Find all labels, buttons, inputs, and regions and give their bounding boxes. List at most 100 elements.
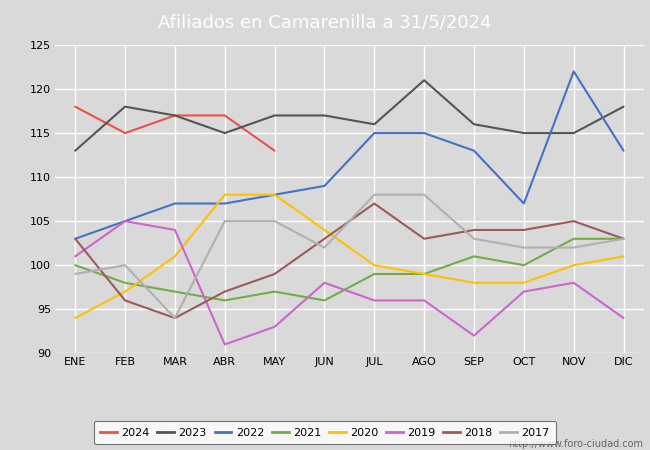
2019 [320, 280, 328, 285]
Legend: 2024, 2023, 2022, 2021, 2020, 2019, 2018, 2017: 2024, 2023, 2022, 2021, 2020, 2019, 2018… [94, 421, 556, 445]
2021 [421, 271, 428, 277]
Line: 2020: 2020 [75, 195, 623, 318]
2021 [221, 298, 229, 303]
2017 [270, 218, 278, 224]
2020 [520, 280, 528, 285]
2022 [72, 236, 79, 242]
2023 [570, 130, 578, 136]
2021 [121, 280, 129, 285]
2020 [470, 280, 478, 285]
2018 [370, 201, 378, 206]
2022 [421, 130, 428, 136]
2020 [72, 315, 79, 321]
2022 [320, 183, 328, 189]
2023 [520, 130, 528, 136]
2019 [121, 218, 129, 224]
2023 [121, 104, 129, 109]
2018 [520, 227, 528, 233]
Line: 2018: 2018 [75, 203, 623, 318]
2019 [171, 227, 179, 233]
2024 [121, 130, 129, 136]
2018 [72, 236, 79, 242]
2020 [121, 289, 129, 294]
2019 [470, 333, 478, 338]
Line: 2023: 2023 [75, 80, 623, 151]
2021 [171, 289, 179, 294]
2024 [171, 113, 179, 118]
2023 [171, 113, 179, 118]
2023 [370, 122, 378, 127]
2020 [270, 192, 278, 198]
2017 [370, 192, 378, 198]
2020 [570, 262, 578, 268]
2020 [619, 254, 627, 259]
2020 [171, 254, 179, 259]
2017 [221, 218, 229, 224]
2017 [520, 245, 528, 250]
2017 [121, 262, 129, 268]
2019 [72, 254, 79, 259]
Line: 2022: 2022 [75, 72, 623, 239]
2021 [470, 254, 478, 259]
2020 [370, 262, 378, 268]
2021 [72, 262, 79, 268]
2024 [221, 113, 229, 118]
2023 [619, 104, 627, 109]
2023 [221, 130, 229, 136]
2021 [270, 289, 278, 294]
2017 [619, 236, 627, 242]
2024 [270, 148, 278, 153]
2019 [270, 324, 278, 329]
2017 [320, 245, 328, 250]
2018 [619, 236, 627, 242]
2022 [570, 69, 578, 74]
2023 [270, 113, 278, 118]
2021 [370, 271, 378, 277]
2023 [470, 122, 478, 127]
2019 [520, 289, 528, 294]
Text: http://www.foro-ciudad.com: http://www.foro-ciudad.com [508, 439, 644, 449]
2022 [270, 192, 278, 198]
2022 [520, 201, 528, 206]
2018 [470, 227, 478, 233]
2019 [370, 298, 378, 303]
Line: 2021: 2021 [75, 239, 623, 301]
2017 [570, 245, 578, 250]
2018 [270, 271, 278, 277]
2020 [221, 192, 229, 198]
2023 [421, 77, 428, 83]
2021 [520, 262, 528, 268]
2020 [421, 271, 428, 277]
2019 [619, 315, 627, 321]
2021 [320, 298, 328, 303]
Line: 2017: 2017 [75, 195, 623, 318]
2022 [619, 148, 627, 153]
2023 [320, 113, 328, 118]
Line: 2019: 2019 [75, 221, 623, 344]
2023 [72, 148, 79, 153]
Text: Afiliados en Camarenilla a 31/5/2024: Afiliados en Camarenilla a 31/5/2024 [158, 13, 492, 31]
2018 [121, 298, 129, 303]
2017 [171, 315, 179, 321]
2022 [370, 130, 378, 136]
2019 [421, 298, 428, 303]
2022 [221, 201, 229, 206]
2017 [72, 271, 79, 277]
Line: 2024: 2024 [75, 107, 274, 151]
2018 [221, 289, 229, 294]
2018 [171, 315, 179, 321]
2021 [570, 236, 578, 242]
2019 [221, 342, 229, 347]
2017 [470, 236, 478, 242]
2018 [320, 236, 328, 242]
2018 [421, 236, 428, 242]
2022 [470, 148, 478, 153]
2017 [421, 192, 428, 198]
2022 [171, 201, 179, 206]
2019 [570, 280, 578, 285]
2021 [619, 236, 627, 242]
2018 [570, 218, 578, 224]
2024 [72, 104, 79, 109]
2020 [320, 227, 328, 233]
2022 [121, 218, 129, 224]
